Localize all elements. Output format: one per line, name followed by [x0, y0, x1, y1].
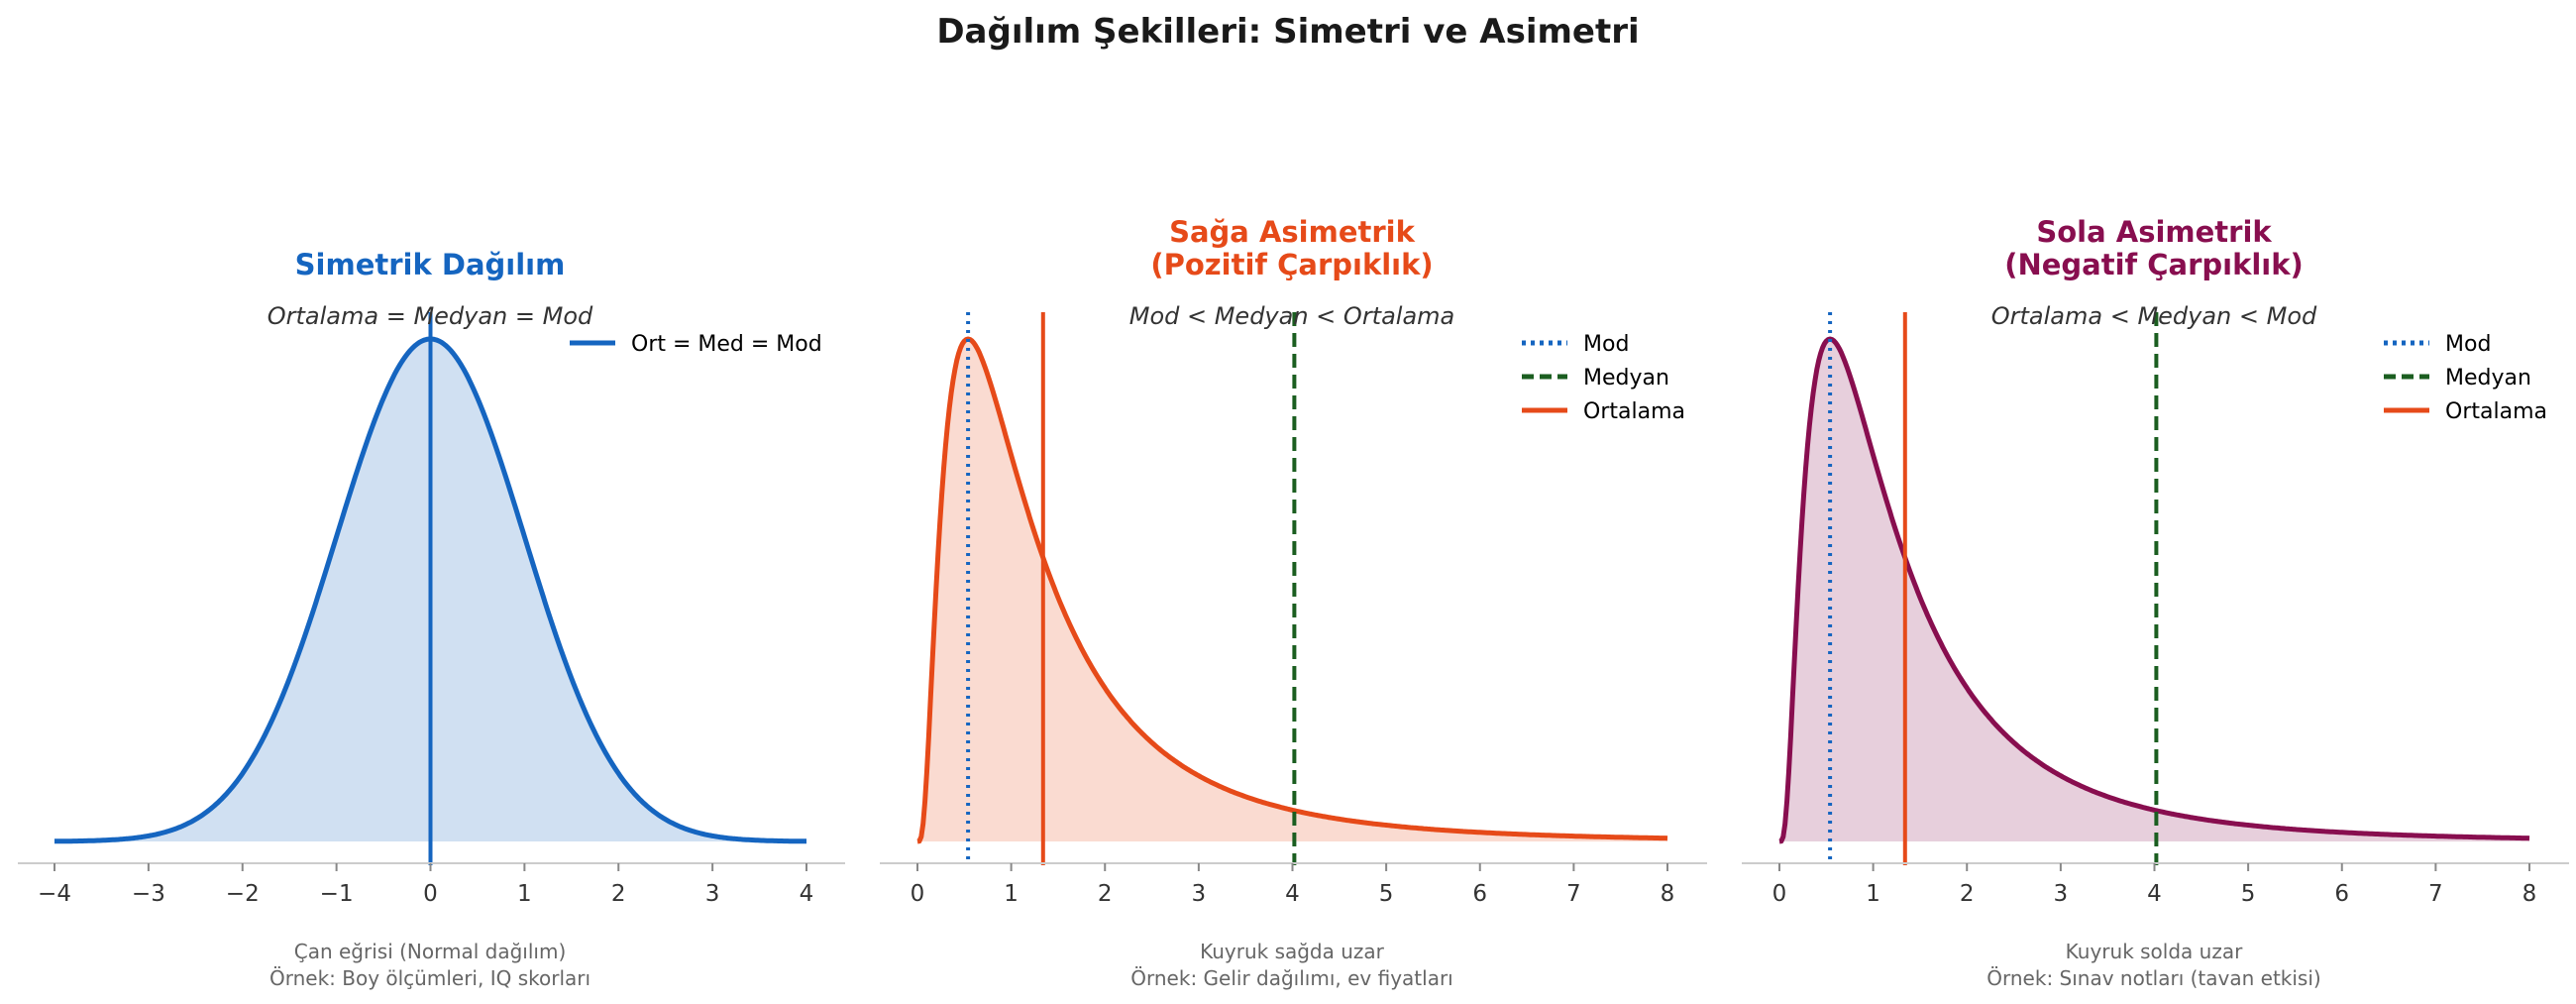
x-tick-label: 4: [2147, 881, 2162, 907]
x-tick-label: 4: [1285, 881, 1300, 907]
panel-title: (Negatif Çarpıklık): [2004, 248, 2304, 281]
panel-3: 0 1 2 3 4 5 6 7 8 Sola Asimetrik(Negatif Çarpıklı…: [1742, 215, 2569, 990]
legend-label: Ortalama: [1583, 399, 1685, 424]
x-tick-label: 3: [1192, 881, 1207, 907]
panel-2: 0 1 2 3 4 5 6 7 8 Sağa Asimetrik(Pozitif Çarpıklı…: [880, 215, 1707, 990]
x-tick-label: 1: [517, 881, 532, 907]
x-tick-label: −3: [132, 881, 165, 907]
panel-title: (Pozitif Çarpıklık): [1150, 248, 1433, 281]
x-tick-label: 5: [1379, 881, 1394, 907]
x-tick-label: 3: [705, 881, 720, 907]
curve-fill: [917, 339, 1667, 841]
legend-label: Mod: [1583, 332, 1629, 357]
x-tick-label: 7: [2428, 881, 2443, 907]
panel-title: Simetrik Dağılım: [295, 248, 566, 281]
x-tick-label: 0: [911, 881, 925, 907]
x-tick-label: 1: [1866, 881, 1880, 907]
legend-label: Ort = Med = Mod: [631, 332, 822, 357]
panel-subtitle: Mod < Medyan < Ortalama: [1129, 302, 1455, 330]
x-tick-label: 6: [2334, 881, 2349, 907]
x-tick-label: 0: [423, 881, 438, 907]
x-tick-label: 5: [2241, 881, 2256, 907]
legend-label: Ortalama: [2445, 399, 2547, 424]
legend-label: Mod: [2445, 332, 2491, 357]
caption-line: Çan eğrisi (Normal dağılım): [294, 940, 567, 963]
x-tick-label: 6: [1472, 881, 1487, 907]
page-title: Dağılım Şekilleri: Simetri ve Asimetri: [936, 12, 1640, 52]
caption-line: Örnek: Gelir dağılımı, ev fiyatları: [1130, 966, 1452, 990]
x-tick-label: −1: [320, 881, 354, 907]
x-tick-label: 8: [2522, 881, 2537, 907]
caption-line: Kuyruk solda uzar: [2066, 940, 2243, 963]
x-tick-label: −4: [38, 881, 71, 907]
panel-subtitle: Ortalama = Medyan = Mod: [268, 302, 593, 330]
panel-title: Sola Asimetrik: [2036, 215, 2272, 249]
x-tick-label: 2: [611, 881, 626, 907]
legend-label: Medyan: [1583, 366, 1669, 390]
x-tick-label: −2: [226, 881, 260, 907]
x-tick-label: 2: [1098, 881, 1113, 907]
caption-line: Örnek: Sınav notları (tavan etkisi): [1986, 966, 2320, 990]
panel-1: −4 −3 −2 −1 0 1 2 3 4 Simetrik Dağılım Ortalama = …: [18, 248, 845, 990]
x-tick-label: 3: [2054, 881, 2069, 907]
x-tick-label: 4: [800, 881, 814, 907]
panel-subtitle: Ortalama < Medyan < Mod: [1991, 302, 2317, 330]
legend-label: Medyan: [2445, 366, 2531, 390]
x-tick-label: 2: [1960, 881, 1975, 907]
caption-line: Kuyruk sağda uzar: [1200, 940, 1385, 963]
x-tick-label: 8: [1661, 881, 1675, 907]
curve-fill: [1779, 339, 2529, 841]
x-tick-label: 0: [1772, 881, 1787, 907]
caption-line: Örnek: Boy ölçümleri, IQ skorları: [269, 966, 590, 990]
panel-title: Sağa Asimetrik: [1169, 215, 1416, 249]
x-tick-label: 7: [1566, 881, 1581, 907]
x-tick-label: 1: [1004, 881, 1019, 907]
